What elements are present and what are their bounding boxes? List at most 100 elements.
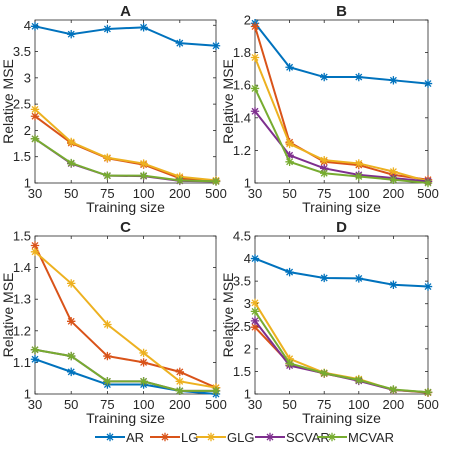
x-tick-label-b: 75 (317, 186, 331, 201)
x-tick-label-c: 75 (100, 397, 114, 412)
y-tick-label-a: 2 (24, 123, 31, 138)
y-tick-label-a: 2.5 (13, 97, 31, 112)
data-point-glg-c (67, 279, 76, 288)
data-point-mcvar-a (211, 177, 221, 186)
data-point-mcvar-d (250, 307, 260, 316)
y-tick-label-b: 2 (244, 13, 251, 28)
series-line-lg-b (254, 26, 429, 181)
x-tick-label-c: 100 (133, 397, 155, 412)
data-point-glg-a (139, 159, 148, 168)
y-tick-label-d: 3 (244, 296, 251, 311)
data-point-mcvar-d (389, 385, 398, 394)
data-point-glg-c (175, 377, 184, 386)
y-tick-label-d: 1.5 (233, 364, 251, 379)
data-point-mcvar-b (354, 172, 363, 181)
x-tick-label-d: 100 (348, 397, 370, 412)
data-point-lg-c (30, 241, 40, 250)
data-point-scvar-d (250, 316, 260, 326)
data-point-glg-d (250, 298, 260, 308)
legend-entry-glg: GLG (196, 430, 254, 445)
y-tick-label-d: 2 (244, 341, 251, 356)
data-point-scvar-b (320, 164, 329, 173)
panel-title-d: D (336, 219, 347, 236)
data-point-ar-a (211, 41, 221, 50)
data-point-ar-a (175, 38, 184, 48)
x-tick-label-a: 30 (28, 186, 42, 201)
legend-label-ar: AR (126, 430, 144, 445)
plot-area-b (254, 19, 429, 184)
legend: AR LG GLG SCVAR MCVAR (95, 430, 394, 445)
y-tick-label-b: 1.8 (233, 45, 251, 60)
data-point-ar-d (320, 273, 329, 283)
data-point-ar-c (30, 355, 40, 364)
data-point-glg-a (30, 105, 40, 114)
data-point-glg-b (250, 53, 260, 62)
panel-title-c: C (120, 219, 131, 236)
legend-marker-ar (105, 432, 115, 442)
data-point-scvar-b (285, 151, 294, 160)
y-tick-label-c: 1.5 (13, 229, 31, 244)
data-point-ar-d (250, 254, 260, 263)
data-point-ar-a (30, 22, 40, 31)
y-tick-label-a: 4 (24, 18, 31, 33)
x-tick-label-d: 50 (282, 397, 296, 412)
x-tick-label-d: 30 (248, 397, 262, 412)
data-point-ar-d (285, 267, 294, 277)
x-tick-label-b: 100 (348, 186, 370, 201)
data-point-lg-b (250, 22, 260, 31)
data-point-glg-a (103, 153, 112, 162)
y-tick-label-c: 1.4 (13, 260, 31, 275)
data-point-glg-b (389, 167, 398, 176)
data-point-ar-a (103, 24, 112, 34)
data-point-mcvar-b (320, 169, 329, 178)
data-point-glg-b (354, 159, 363, 168)
y-tick-label-b: 1.4 (233, 110, 251, 125)
x-tick-label-b: 200 (383, 186, 405, 201)
series-line-mcvar-d (254, 310, 429, 394)
data-point-ar-b (389, 76, 398, 85)
y-tick-label-a: 3.5 (13, 44, 31, 59)
data-point-glg-c (139, 348, 148, 358)
data-point-mcvar-b (250, 84, 260, 93)
y-tick-label-a: 1.5 (13, 149, 31, 164)
x-tick-label-a: 100 (133, 186, 155, 201)
series-line-mcvar-b (254, 88, 429, 184)
series-line-mcvar-a (34, 138, 217, 183)
data-point-glg-a (67, 137, 76, 147)
series-line-lg-c (34, 245, 217, 389)
data-point-ar-a (139, 23, 148, 32)
data-point-mcvar-c (103, 377, 112, 386)
plot-area-d (254, 235, 429, 395)
series-mcvar-a (30, 134, 221, 186)
y-tick-label-b: 1 (244, 176, 251, 191)
y-tick-label-d: 2.5 (233, 319, 251, 334)
x-axis-label-b: Training size (302, 199, 381, 215)
panel-b: 30 50 75 100 200 500 1 1.2 1.4 1.6 1.8 2 Training si… (220, 3, 439, 215)
x-tick-label-c: 50 (64, 397, 78, 412)
y-tick-label-d: 3.5 (233, 274, 251, 289)
y-tick-label-b: 1.6 (233, 78, 251, 93)
series-line-glg-a (34, 108, 217, 182)
y-tick-label-c: 1 (24, 387, 31, 402)
y-tick-label-d: 1 (244, 387, 251, 402)
legend-marker-mcvar (327, 432, 337, 442)
x-tick-label-d: 200 (383, 397, 405, 412)
data-point-ar-d (423, 282, 433, 291)
legend-marker-glg (206, 432, 216, 442)
y-axis-label-b: Relative MSE (220, 59, 236, 144)
series-mcvar-d (250, 307, 433, 397)
data-point-scvar-b (250, 107, 260, 116)
x-axis-label-c: Training size (86, 410, 165, 426)
data-point-ar-c (67, 367, 76, 377)
series-line-ar-a (34, 25, 217, 47)
data-point-mcvar-d (320, 369, 329, 378)
y-tick-label-a: 1 (24, 176, 31, 191)
data-point-lg-c (175, 367, 184, 377)
data-point-mcvar-c (211, 386, 221, 396)
series-line-mcvar-c (34, 348, 216, 392)
data-point-mcvar-a (30, 134, 40, 144)
data-point-lg-c (103, 351, 112, 361)
data-point-mcvar-a (139, 171, 148, 180)
y-tick-label-b: 1.2 (233, 143, 251, 158)
